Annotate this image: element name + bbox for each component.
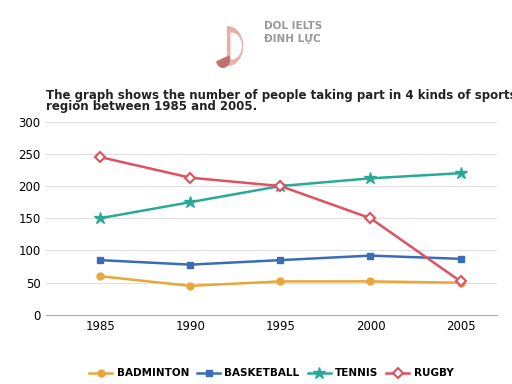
Text: The graph shows the number of people taking part in 4 kinds of sports in a parti: The graph shows the number of people tak…	[46, 89, 512, 102]
Legend: BADMINTON, BASKETBALL, TENNIS, RUGBY: BADMINTON, BASKETBALL, TENNIS, RUGBY	[86, 364, 457, 382]
Wedge shape	[231, 33, 241, 59]
Wedge shape	[217, 56, 229, 67]
Wedge shape	[227, 27, 243, 65]
Text: region between 1985 and 2005.: region between 1985 and 2005.	[46, 100, 258, 113]
Text: DOL IELTS
ĐINH LỰC: DOL IELTS ĐINH LỰC	[264, 21, 322, 44]
